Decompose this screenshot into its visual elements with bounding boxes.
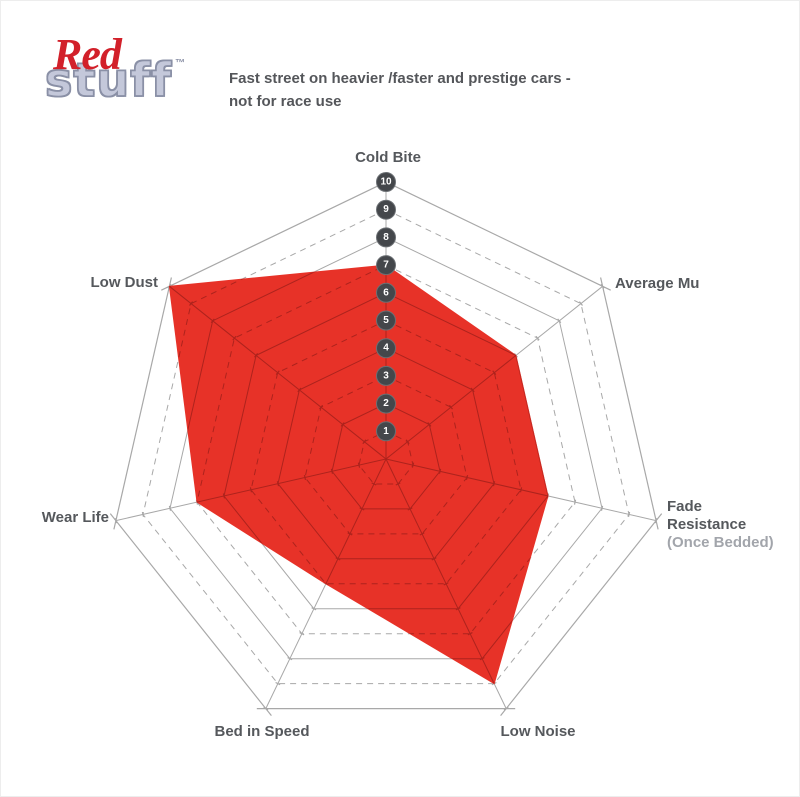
- scale-badge-label-10: 10: [380, 177, 392, 188]
- scale-badge-label-3: 3: [383, 370, 389, 381]
- scale-badge-label-8: 8: [383, 232, 389, 243]
- axis-label-line: Bed in Speed: [214, 723, 310, 740]
- description-line-1: Fast street on heavier /faster and prest…: [229, 70, 571, 87]
- axis-label-bed-in-speed: Bed in Speed: [214, 723, 309, 741]
- scale-badge-label-5: 5: [383, 315, 389, 326]
- scale-badge-3: [376, 365, 396, 386]
- scale-badge-6: [376, 282, 396, 303]
- axis-label-low-noise: Low Noise: [500, 723, 575, 741]
- scale-badge-10: [376, 172, 396, 192]
- axis-label-low-dust: Low Dust: [91, 274, 159, 292]
- scale-badge-9: [376, 199, 396, 220]
- scale-badge-label-7: 7: [383, 260, 389, 271]
- axis-label-line: Resistance: [667, 516, 747, 533]
- axis-label-cold-bite: Cold Bite: [355, 149, 421, 167]
- axis-label-line: (Once Bedded): [667, 534, 774, 551]
- logo-red-text: Red: [53, 30, 122, 79]
- scale-badge-7: [376, 255, 396, 276]
- product-description: Fast street on heavier /faster and prest…: [229, 67, 571, 113]
- radar-value-polygon: [168, 264, 549, 685]
- scale-badge-label-1: 1: [383, 426, 389, 437]
- scale-badge-4: [376, 338, 396, 359]
- logo-trademark: ™: [175, 58, 187, 69]
- scale-badge-label-2: 2: [383, 398, 389, 409]
- redstuff-logo: stuff ™ Red: [44, 30, 215, 129]
- axis-label-fade-resistance-once-bedded: Fade Resistance (Once Bedded): [667, 498, 774, 552]
- axis-label-wear-life: Wear Life: [42, 509, 109, 527]
- scale-badge-5: [376, 310, 396, 331]
- description-line-2: not for race use: [229, 93, 342, 110]
- scale-badges: 10 9 8 7 6 5 4 3 2 1: [376, 172, 396, 442]
- scale-badge-label-6: 6: [383, 287, 389, 298]
- axis-label-line: Fade: [667, 498, 703, 515]
- scale-badge-label-9: 9: [383, 204, 389, 215]
- logo-stuff-text: stuff ™: [44, 53, 187, 107]
- axis-label-line: Wear Life: [41, 509, 109, 526]
- axis-label-line: Low Dust: [90, 274, 159, 291]
- scale-badge-2: [376, 393, 396, 414]
- axis-label-line: Low Noise: [500, 723, 576, 740]
- scale-badge-1: [376, 421, 396, 442]
- axis-label-line: Average Mu: [615, 275, 700, 292]
- axis-label-line: Cold Bite: [355, 149, 421, 166]
- axis-label-average-mu: Average Mu: [615, 275, 699, 293]
- scale-badge-label-4: 4: [383, 343, 389, 354]
- scale-badge-8: [376, 227, 396, 248]
